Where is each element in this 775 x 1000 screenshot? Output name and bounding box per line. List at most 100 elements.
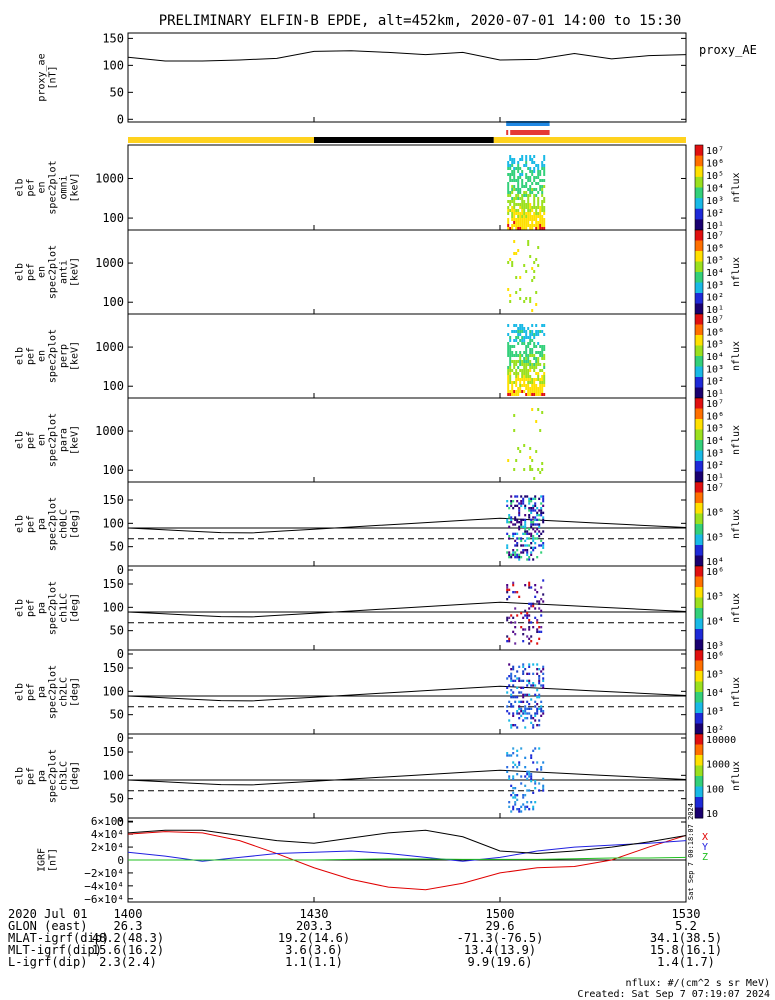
pitch-angle-cell	[538, 696, 541, 699]
pitch-angle-cell	[506, 586, 509, 589]
pitch-angle-cell	[508, 537, 511, 540]
pitch-angle-cell	[506, 754, 509, 757]
pitch-angle-cell	[524, 805, 527, 808]
spectrogram-cell	[507, 188, 510, 191]
spectrogram-cell	[535, 393, 538, 396]
spectrogram-cell	[537, 191, 540, 194]
spectrogram-cell	[541, 354, 544, 357]
spectrogram-cell	[511, 330, 514, 333]
spectrogram-cell	[531, 227, 534, 230]
pitch-angle-cell	[518, 507, 521, 510]
spectrogram-cell	[513, 221, 516, 224]
igrf-y-tick-label: 2×10⁴	[91, 841, 124, 854]
colorbar-tick-label: 10⁷	[706, 231, 724, 242]
pitch-angle-cell	[506, 677, 509, 680]
spectrogram-cell	[521, 360, 524, 363]
y-tick-label: 0	[117, 112, 124, 126]
pitch-angle-cell	[506, 616, 509, 619]
proxy-ae-frame	[127, 32, 687, 123]
spectrogram-cell	[541, 357, 544, 360]
spectrogram-cell	[535, 333, 538, 336]
pitch-angle-cell	[522, 794, 525, 797]
spectrogram-cell	[521, 363, 524, 366]
colorbar-band	[695, 576, 703, 588]
colorbar-band	[695, 597, 703, 609]
spectrogram-cell	[529, 227, 532, 230]
spectrogram-cell	[517, 179, 520, 182]
pitch-angle-cell	[532, 528, 535, 531]
data-collection-bar	[510, 130, 550, 135]
plot-title: PRELIMINARY ELFIN-B EPDE, alt=452km, 202…	[159, 13, 682, 29]
spectrogram-cell	[543, 393, 546, 396]
pitch-angle-cell	[528, 775, 531, 778]
pitch-angle-cell	[532, 626, 535, 629]
pitch-angle-cell	[534, 801, 537, 804]
spectrogram-cell	[517, 354, 520, 357]
pitch-angle-cell	[524, 712, 527, 715]
colorbar-band	[695, 282, 703, 294]
pitch-angle-cell	[520, 544, 523, 547]
spectrogram-cell	[509, 227, 512, 230]
spectrogram-cell	[531, 324, 534, 327]
spectrogram-cell	[509, 164, 512, 167]
spectrogram-cell	[537, 387, 540, 390]
colorbar-band	[695, 155, 703, 167]
pitch-angle-cell	[526, 612, 529, 615]
colorbar-tick-label: 10⁴	[706, 616, 724, 627]
pitch-angle-cell	[540, 630, 543, 633]
spectrogram-cell	[511, 387, 514, 390]
colorbar-tick-label: 10³	[706, 641, 724, 652]
spectrogram-cell	[525, 218, 528, 221]
spectrogram-cell	[511, 212, 514, 215]
spectrogram-cell	[533, 161, 536, 164]
spectrogram-cell	[519, 212, 522, 215]
pitch-angle-cell	[508, 719, 511, 722]
para-ylabel-line: elb	[15, 431, 26, 449]
pitch-angle-cell	[536, 523, 539, 526]
spectrogram-cell	[513, 240, 516, 243]
spectrogram-cell	[507, 342, 510, 345]
spectrogram-cell	[525, 366, 528, 369]
spectrogram-cell	[539, 330, 542, 333]
spectrogram-cell	[523, 194, 526, 197]
spectrogram-cell	[507, 333, 510, 336]
igrf-legend-y: Y	[702, 842, 708, 853]
pitch-angle-cell	[516, 504, 519, 507]
pitch-angle-cell	[528, 712, 531, 715]
spectrogram-cell	[537, 351, 540, 354]
pitch-angle-cell	[542, 516, 545, 519]
spectrogram-cell	[527, 197, 530, 200]
spectrogram-cell	[519, 384, 522, 387]
igrf-series-Y	[127, 840, 687, 862]
panel-proxy-ae: 150 100 50 0 proxy_ae [nT] proxy_AE	[37, 31, 757, 126]
pitch-angle-cell	[540, 768, 543, 771]
pitch-angle-cell	[522, 712, 525, 715]
spectrogram-cell	[527, 381, 530, 384]
spectrogram-cell	[525, 330, 528, 333]
pitch-angle-cell	[530, 684, 533, 687]
spectrogram-cell	[513, 185, 516, 188]
pitch-angle-cell	[522, 518, 525, 521]
pitch-angle-cell	[520, 495, 523, 498]
spectrogram-cell	[519, 158, 522, 161]
spectrogram-cell	[543, 372, 546, 375]
spectrogram-cell	[521, 372, 524, 375]
spectrogram-cell	[507, 348, 510, 351]
pitch-angle-cell	[512, 691, 515, 694]
spectrogram-cell	[543, 170, 546, 173]
panel-ch1LC: 150 100 50 0 elb pef pa spec2plot ch1LC [deg]	[15, 565, 687, 661]
x-axis-value: 203.3	[296, 919, 332, 933]
spectrogram-cell	[541, 330, 544, 333]
spectrogram-cell	[509, 357, 512, 360]
spectrogram-cell	[515, 384, 518, 387]
colorbar-band	[695, 545, 703, 556]
spectrogram-cell	[517, 360, 520, 363]
spectrogram-cell	[529, 255, 532, 258]
pitch-angle-cell	[522, 796, 525, 799]
pitch-angle-cell	[516, 591, 519, 594]
spectrogram-cell	[541, 218, 544, 221]
pitch-angle-cell	[540, 539, 543, 542]
spectrogram-cell	[529, 203, 532, 206]
spectrogram-cell	[531, 279, 534, 282]
